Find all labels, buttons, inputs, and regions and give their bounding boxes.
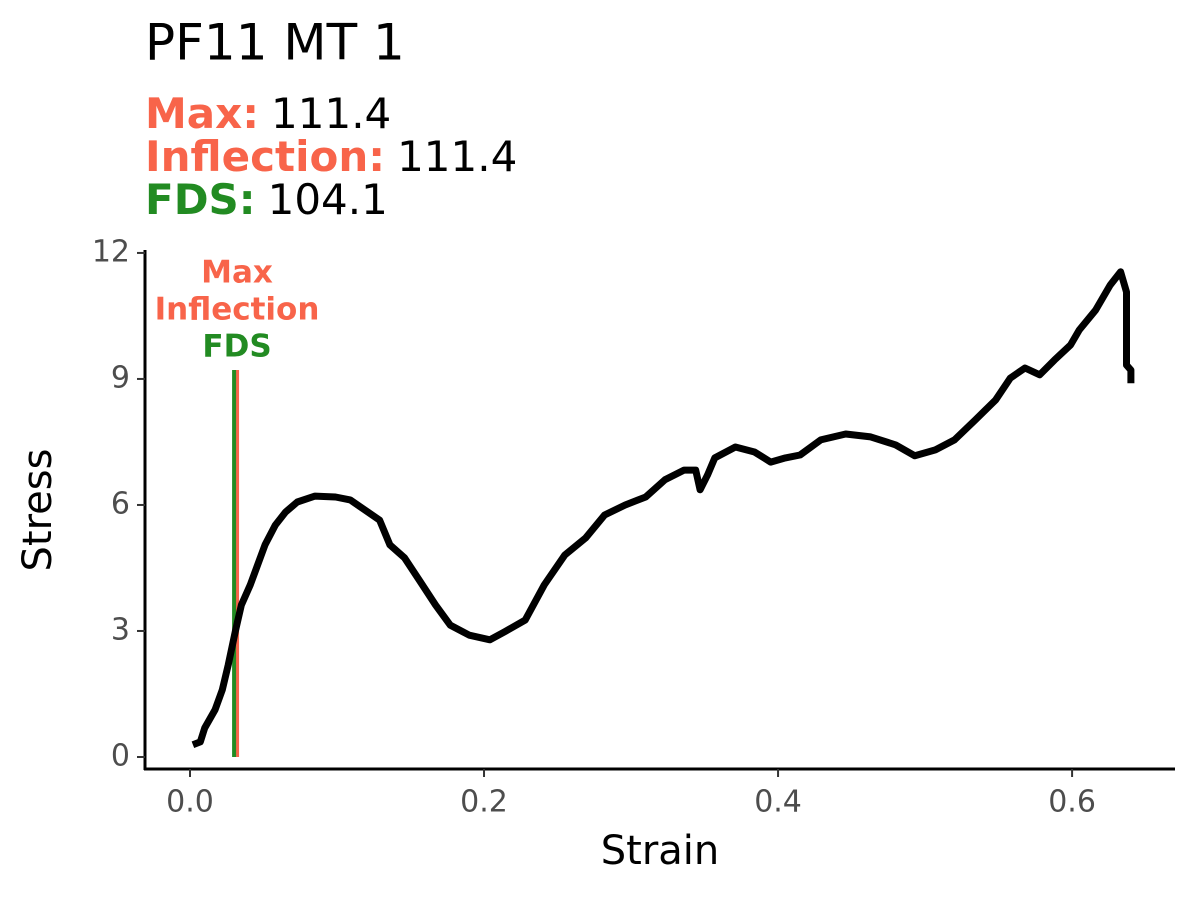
chart-title: PF11 MT 1 — [145, 14, 405, 72]
summary-value: 104.1 — [268, 175, 388, 224]
y-tick-label: 0 — [111, 738, 130, 773]
y-axis-title: Stress — [15, 449, 61, 572]
x-tick-label: 0.4 — [754, 785, 802, 820]
y-tick-label: 3 — [111, 612, 130, 647]
summary-label: Inflection: — [145, 132, 385, 181]
x-tick-label: 0.0 — [166, 785, 214, 820]
x-tick-label: 0.2 — [460, 785, 508, 820]
summary-value: 111.4 — [397, 132, 517, 181]
summary-label: FDS: — [145, 175, 256, 224]
x-tick-label: 0.6 — [1048, 785, 1096, 820]
summary-line: Inflection: 111.4 — [145, 132, 517, 181]
summary-label: Max: — [145, 89, 259, 138]
x-axis-title: Strain — [601, 828, 720, 874]
marker-label: Max — [201, 255, 273, 291]
summary-value: 111.4 — [271, 89, 391, 138]
summary-line: FDS: 104.1 — [145, 175, 388, 224]
y-tick-label: 9 — [111, 360, 130, 395]
marker-label: Inflection — [155, 292, 320, 328]
data-line — [191, 268, 1135, 749]
summary-line: Max: 111.4 — [145, 89, 391, 138]
y-tick-label: 12 — [92, 234, 130, 269]
marker-label: FDS — [202, 329, 271, 365]
y-tick-label: 6 — [111, 486, 130, 521]
